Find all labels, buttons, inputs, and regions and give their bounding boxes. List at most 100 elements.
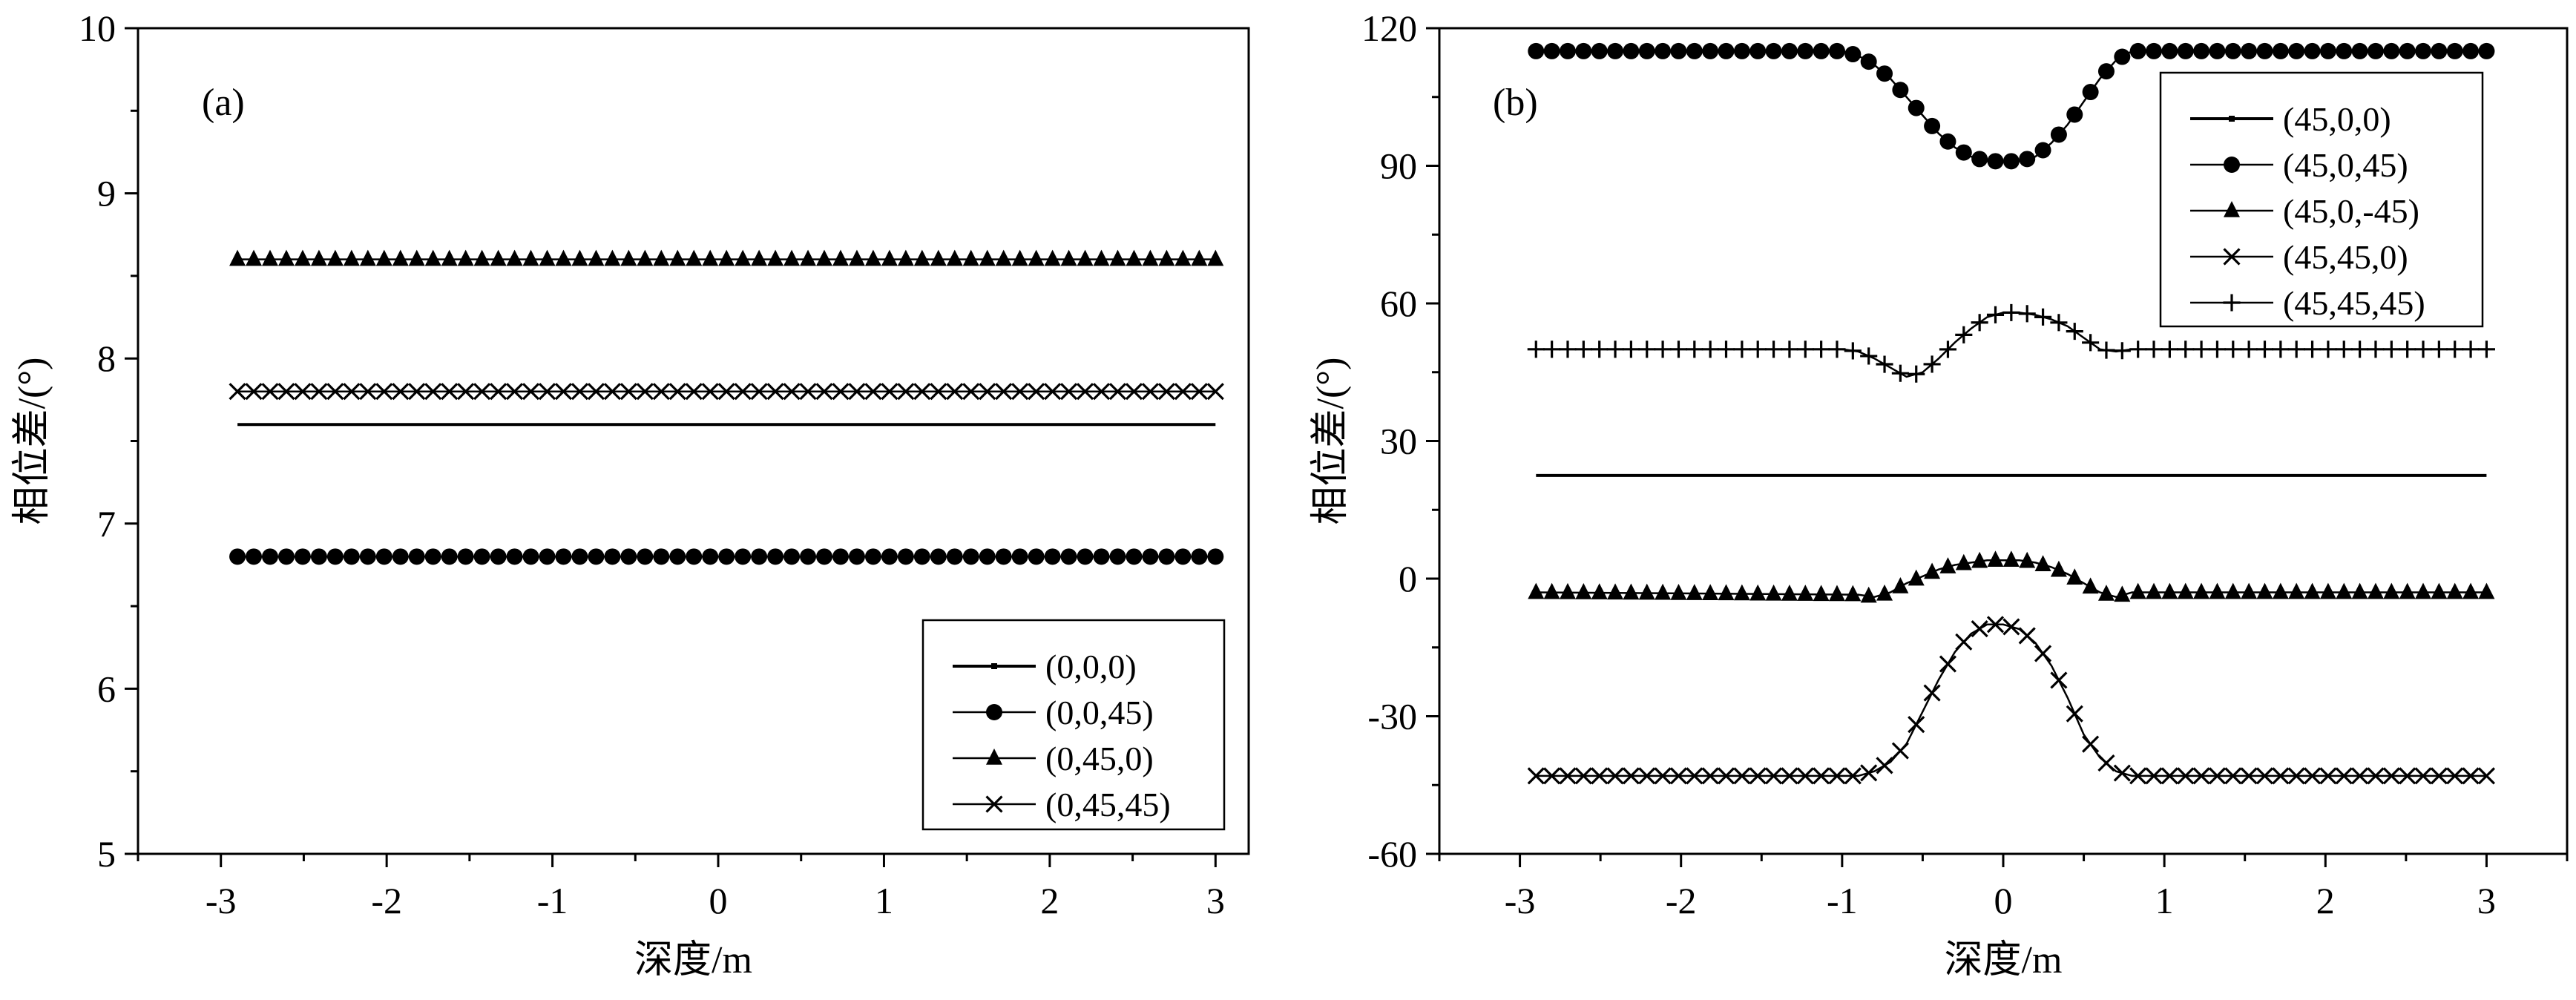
marker-cross: [1860, 764, 1878, 782]
y-tick-label: 5: [97, 833, 116, 875]
marker-triangle: [986, 749, 1002, 765]
marker-circle: [2415, 42, 2432, 59]
marker-triangle: [2082, 577, 2099, 594]
marker-plus: [2192, 341, 2210, 358]
series-(0,0,45): [229, 548, 1224, 565]
marker-triangle: [2478, 582, 2495, 599]
marker-triangle: [1733, 584, 1750, 601]
marker-plus: [1591, 341, 1609, 358]
marker-plus: [1860, 347, 1878, 365]
marker-circle: [392, 548, 409, 565]
marker-triangle: [2050, 560, 2067, 577]
y-tick-label: -60: [1367, 833, 1417, 875]
marker-cross: [1157, 383, 1175, 401]
marker-circle: [848, 548, 865, 565]
y-tick-label: 0: [1399, 558, 1417, 599]
marker-cross: [1011, 383, 1029, 401]
marker-cross: [245, 383, 263, 401]
marker-cross: [1591, 767, 1609, 785]
marker-circle: [1781, 42, 1798, 59]
marker-cross: [2018, 627, 2036, 645]
marker-cross: [2208, 767, 2227, 785]
x-axis-title: 深度/m: [634, 939, 752, 981]
marker-triangle: [1191, 249, 1208, 266]
marker-cross: [2097, 754, 2115, 772]
x-tick-label: 0: [709, 880, 728, 921]
marker-cross: [603, 383, 621, 401]
legend: (0,0,0) (0,0,45) (0,45,0) (0,45,45): [921, 619, 1226, 831]
marker-circle: [2082, 84, 2099, 101]
marker-triangle: [1892, 576, 1909, 593]
marker-circle: [1971, 151, 1988, 168]
marker-triangle: [1543, 582, 1560, 599]
marker-triangle: [995, 249, 1012, 266]
marker-cross: [864, 383, 882, 401]
y-tick-label: 60: [1380, 283, 1417, 324]
marker-circle: [343, 548, 360, 565]
marker-triangle: [1655, 583, 1672, 600]
marker-triangle: [1987, 550, 2004, 568]
marker-cross: [913, 383, 931, 401]
marker-circle: [702, 548, 719, 565]
marker-plus: [2477, 341, 2495, 358]
marker-cross: [1092, 383, 1111, 401]
marker-triangle: [1207, 249, 1224, 266]
marker-circle: [1876, 65, 1893, 82]
marker-cross: [897, 383, 915, 401]
marker-cross: [1206, 383, 1224, 401]
marker-plus: [2272, 341, 2290, 358]
marker-triangle: [2288, 582, 2305, 599]
marker-triangle: [246, 249, 263, 266]
marker-cross: [2351, 767, 2369, 785]
y-tick-label: 8: [97, 338, 116, 379]
marker-cross: [294, 383, 312, 401]
series-(45,45,0): [1527, 616, 2496, 785]
marker-triangle: [1797, 585, 1814, 601]
marker-cross: [554, 383, 573, 401]
marker-circle: [1955, 144, 1972, 161]
x-tick-label: 0: [1994, 880, 2013, 921]
marker-triangle: [571, 249, 588, 266]
marker-triangle: [2177, 582, 2194, 599]
marker-plus: [2335, 341, 2353, 358]
marker-cross: [2477, 767, 2496, 785]
marker-cross: [359, 383, 377, 401]
y-tick-label: -30: [1367, 696, 1417, 737]
legend-label: (45,0,45): [2283, 146, 2408, 184]
marker-cross: [979, 383, 996, 401]
marker-triangle: [1044, 249, 1061, 266]
marker-plus: [2462, 341, 2480, 358]
legend-label: (45,0,0): [2283, 100, 2391, 138]
marker-circle: [2272, 42, 2289, 59]
marker-triangle: [1591, 583, 1608, 599]
marker-triangle: [1844, 585, 1862, 602]
marker-circle: [2367, 42, 2384, 59]
marker-triangle: [588, 249, 605, 266]
marker-cross: [1125, 383, 1143, 401]
marker-circle: [1109, 548, 1126, 565]
marker-plus: [1796, 341, 1814, 358]
marker-circle: [897, 548, 914, 565]
marker-circle: [2446, 42, 2463, 59]
y-tick-label: 6: [97, 668, 116, 709]
marker-triangle: [375, 249, 392, 266]
marker-cross: [685, 383, 703, 401]
marker-plus: [1908, 365, 1925, 383]
marker-triangle: [2336, 582, 2353, 599]
marker-triangle: [1971, 551, 1988, 568]
marker-triangle: [800, 249, 817, 266]
marker-triangle: [1011, 249, 1028, 266]
legend-label: (45,0,-45): [2283, 192, 2419, 230]
marker-circle: [1093, 548, 1110, 565]
marker-plus: [2223, 294, 2241, 312]
marker-circle: [1638, 42, 1655, 59]
marker-plus: [1733, 341, 1751, 358]
marker-triangle: [2019, 551, 2036, 568]
y-axis-title: 相位差/(°): [11, 358, 53, 525]
marker-cross: [1749, 767, 1767, 785]
marker-circle: [359, 548, 376, 565]
marker-circle: [1987, 153, 2004, 170]
marker-circle: [229, 548, 246, 565]
marker-plus: [2224, 341, 2242, 358]
marker-circle: [457, 548, 474, 565]
